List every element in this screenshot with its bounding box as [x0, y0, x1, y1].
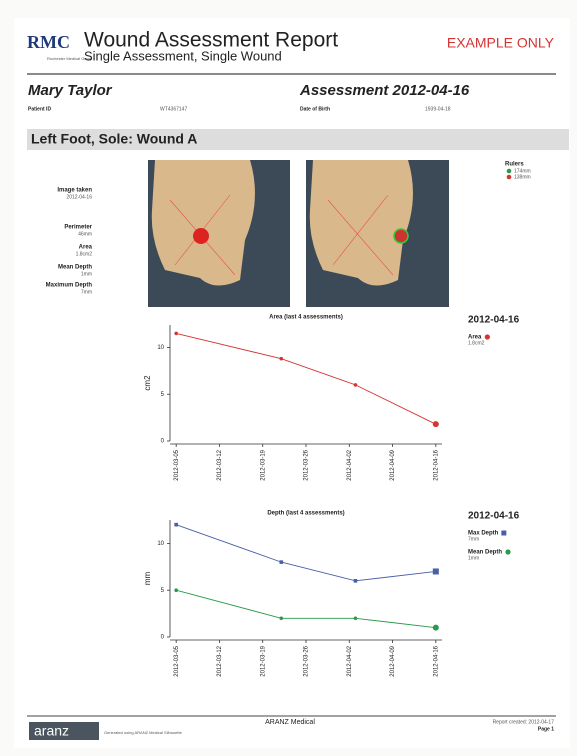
legend-value: 7mm [468, 536, 479, 542]
legend-swatch [505, 549, 511, 555]
measure-value: 1mm [81, 271, 92, 277]
point [279, 616, 284, 621]
point [174, 588, 178, 592]
legend-value: 1mm [468, 555, 479, 561]
sheet [14, 18, 570, 748]
x-tick-label: 2012-03-12 [217, 645, 223, 676]
x-tick-label: 2012-03-05 [174, 645, 180, 676]
measure-value: 1.8cm2 [76, 251, 93, 257]
measure-value: 2012-04-16 [66, 194, 92, 200]
x-tick-label: 2012-04-02 [347, 645, 353, 676]
point [432, 624, 439, 631]
series-line [176, 332, 437, 425]
assessment-date: Assessment 2012-04-16 [299, 82, 470, 99]
x-tick-label: 2012-03-05 [174, 449, 180, 480]
logo: RMC [27, 32, 70, 52]
y-tick-label: 0 [161, 635, 165, 641]
section-bar [27, 129, 569, 150]
y-tick-label: 5 [161, 588, 165, 594]
measure-value: 7mm [81, 289, 92, 295]
x-tick-label: 2012-04-09 [390, 449, 396, 480]
legend-name: Mean Depth [468, 550, 502, 556]
point [174, 331, 178, 336]
y-tick-label: 10 [157, 541, 164, 547]
point [353, 383, 358, 387]
x-tick-label: 2012-04-16 [433, 645, 439, 676]
legend-swatch [501, 530, 507, 536]
rulers-title: Rulers [505, 162, 524, 168]
legend-swatch [484, 334, 490, 340]
point [353, 579, 358, 583]
footer-created: Report created: 2012-04-17 [493, 719, 555, 725]
patient-name: Mary Taylor [28, 82, 113, 99]
point [174, 522, 178, 527]
section-title: Left Foot, Sole: Wound A [31, 131, 197, 147]
logo-sub: Rochester Medical Group [47, 56, 93, 61]
x-tick-label: 2012-04-16 [433, 449, 439, 480]
y-axis-label: mm [143, 572, 152, 586]
ruler-dot [506, 174, 512, 180]
dob-label: Date of Birth [300, 106, 330, 112]
y-axis-label: cm2 [143, 375, 152, 391]
series-line [176, 589, 436, 629]
x-tick-label: 2012-04-02 [347, 449, 353, 480]
wound-photo [148, 160, 290, 307]
footer-generated: Generated using ARANZ Medical Silhouette [104, 730, 183, 735]
measure-value: 46mm [78, 231, 92, 237]
y-tick-label: 5 [161, 392, 165, 398]
footer-logo-box [29, 722, 99, 740]
ruler-dot [506, 168, 512, 174]
measure-label: Maximum Depth [46, 283, 93, 289]
y-tick-label: 10 [157, 345, 164, 351]
legend-name: Area [468, 335, 482, 341]
watermark: EXAMPLE ONLY [447, 35, 555, 51]
y-tick-label: 0 [161, 439, 165, 445]
patient-id-label: Patient ID [28, 106, 51, 112]
measure-label: Image taken [57, 188, 92, 194]
point [432, 421, 439, 428]
point [279, 356, 284, 361]
report-subtitle: Single Assessment, Single Wound [84, 48, 282, 63]
x-tick-label: 2012-03-26 [304, 449, 310, 480]
chart-title: Area (last 4 assessments) [269, 315, 343, 321]
footer-logo: aranz [34, 723, 69, 739]
patient-id: WT4367147 [160, 106, 187, 112]
report-title: Wound Assessment Report [84, 29, 338, 52]
point [353, 616, 358, 621]
legend-date: 2012-04-16 [468, 511, 520, 522]
point [432, 568, 439, 575]
x-tick-label: 2012-03-12 [217, 449, 223, 480]
footer-page: Page 1 [538, 726, 554, 732]
series-line [176, 524, 436, 582]
point [279, 560, 284, 564]
x-tick-label: 2012-03-26 [304, 645, 310, 676]
measure-label: Area [79, 245, 93, 251]
legend-date: 2012-04-16 [468, 315, 520, 326]
x-tick-label: 2012-03-19 [260, 645, 266, 676]
x-tick-label: 2012-04-09 [390, 645, 396, 676]
x-tick-label: 2012-03-19 [260, 449, 266, 480]
dob: 1939-04-18 [425, 106, 451, 112]
footer-center: ARANZ Medical [265, 719, 315, 726]
wound-photo-outline [306, 160, 449, 307]
measure-label: Perimeter [64, 225, 92, 231]
chart-title: Depth (last 4 assessments) [267, 511, 344, 517]
legend-value: 1.8cm2 [468, 340, 485, 346]
ruler-label: 174mm [514, 168, 531, 174]
ruler-label: 138mm [514, 174, 531, 180]
measure-label: Mean Depth [58, 265, 92, 271]
legend-name: Max Depth [468, 531, 499, 537]
